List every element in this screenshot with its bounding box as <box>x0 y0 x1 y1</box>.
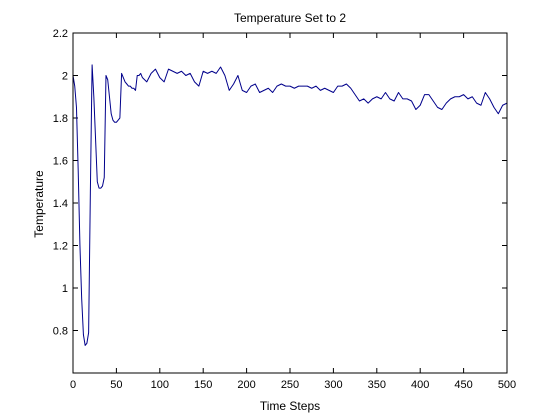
y-tick-label: 1.6 <box>53 156 68 168</box>
chart-title: Temperature Set to 2 <box>234 11 346 25</box>
x-tick-label: 150 <box>194 379 212 391</box>
x-tick-label: 500 <box>498 379 516 391</box>
y-tick-label: 1.2 <box>53 241 68 253</box>
plot-area-frame <box>72 32 508 374</box>
series-layer <box>72 64 508 346</box>
ticks-layer: 0 50 100 150 200 250 300 350 400 450 500 0.8 1 1.2 1.4… <box>53 28 516 391</box>
x-tick-label: 300 <box>324 379 342 391</box>
y-tick-label: 0.8 <box>53 326 68 338</box>
y-axis-label: Temperature <box>32 170 46 238</box>
x-axis-label: Time Steps <box>260 399 320 413</box>
x-tick-label: 200 <box>237 379 255 391</box>
x-tick-label: 50 <box>110 379 122 391</box>
y-tick-label: 2.2 <box>53 28 68 40</box>
y-tick-label: 1.8 <box>53 113 68 125</box>
temperature-series-line <box>72 64 508 346</box>
x-tick-label: 350 <box>368 379 386 391</box>
x-tick-label: 0 <box>70 379 76 391</box>
x-tick-label: 400 <box>411 379 429 391</box>
y-tick-label: 1 <box>62 283 68 295</box>
x-tick-label: 450 <box>454 379 472 391</box>
x-tick-label: 250 <box>281 379 299 391</box>
y-tick-label: 1.4 <box>53 198 68 210</box>
y-tick-label: 2 <box>62 71 68 83</box>
x-tick-label: 100 <box>151 379 169 391</box>
